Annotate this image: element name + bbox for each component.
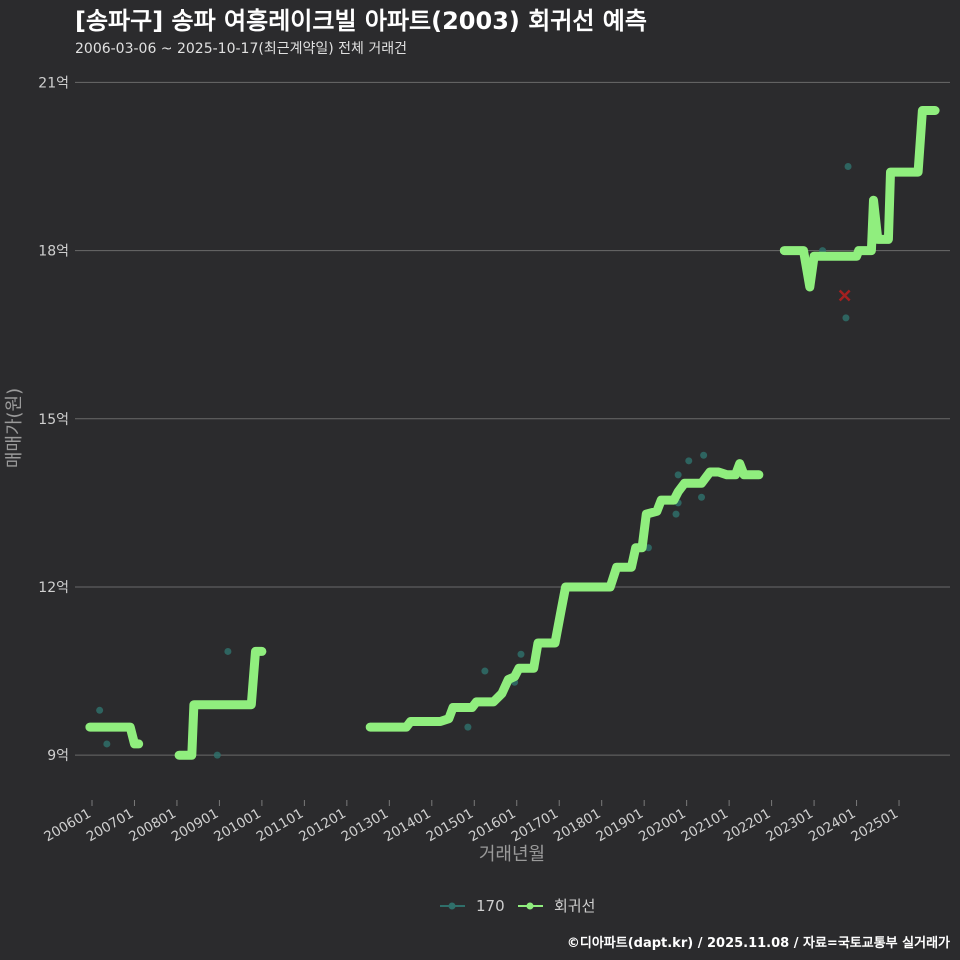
y-tick-label: 15억 <box>38 412 69 428</box>
x-tick-label: 202501 <box>848 806 901 846</box>
scatter-point <box>672 510 680 518</box>
y-gridlines <box>75 81 950 756</box>
x-tick-label: 200901 <box>169 806 222 846</box>
x-tick-label: 202101 <box>678 806 731 846</box>
x-tick-label: 200601 <box>41 806 94 846</box>
x-tick-label: 201001 <box>211 806 264 846</box>
x-tick-label: 202401 <box>806 806 859 846</box>
chart-title: [송파구] 송파 여흥레이크빌 아파트(2003) 회귀선 예측 <box>75 7 647 35</box>
x-tick-label: 202301 <box>763 806 816 846</box>
regression-segment <box>174 646 267 760</box>
x-tick-label: 201301 <box>339 806 392 846</box>
legend: 170 회귀선 <box>440 897 595 915</box>
scatter-point <box>481 667 489 675</box>
predicted-point <box>838 289 851 302</box>
regression-line <box>85 106 940 760</box>
x-tick-label: 201901 <box>594 806 647 846</box>
x-tick-labels: 2006012007012008012009012010012011012012… <box>41 800 901 845</box>
legend-regression-swatch-dot <box>526 902 534 910</box>
legend-label-170: 170 <box>476 897 505 915</box>
legend-scatter-swatch-dot <box>448 902 456 910</box>
x-tick-label: 200801 <box>126 806 179 846</box>
scatter-point <box>842 314 850 322</box>
scatter-point <box>674 471 682 479</box>
scatter-point <box>213 751 221 759</box>
x-tick-label: 201201 <box>296 806 349 846</box>
x-tick-label: 201401 <box>381 806 434 846</box>
x-tick-label: 202201 <box>721 806 774 846</box>
scatter-point <box>224 647 232 655</box>
x-tick-label: 201501 <box>424 806 477 846</box>
chart-subtitle: 2006-03-06 ~ 2025-10-17(최근계약일) 전체 거래건 <box>75 41 407 57</box>
x-tick-label: 201101 <box>254 806 307 846</box>
scatter-point <box>517 650 525 658</box>
y-tick-label: 12억 <box>38 580 69 596</box>
footer-credit: ©디아파트(dapt.kr) / 2025.11.08 / 자료=국토교통부 실… <box>567 935 950 951</box>
scatter-point <box>844 163 852 171</box>
x-tick-label: 201801 <box>551 806 604 846</box>
x-tick-label: 201601 <box>466 806 519 846</box>
scatter-point <box>685 457 693 465</box>
x-tick-label: 202001 <box>636 806 689 846</box>
scatter-point <box>464 723 472 731</box>
y-tick-label: 21억 <box>38 75 69 91</box>
legend-label-regression: 회귀선 <box>554 897 595 915</box>
scatter-point <box>96 706 104 714</box>
y-tick-labels: 9억 12억 15억 18억 21억 <box>38 75 69 764</box>
regression-segment <box>779 106 940 292</box>
x-tick-label: 200701 <box>84 806 137 846</box>
scatter-point <box>700 451 708 459</box>
regression-segment <box>365 459 764 732</box>
y-axis-title: 매매가(원) <box>4 388 25 468</box>
predicted-marker <box>838 289 851 302</box>
y-tick-label: 9억 <box>47 748 69 764</box>
x-axis-title: 거래년월 <box>479 844 545 865</box>
regression-segment <box>85 722 144 749</box>
scatter-point <box>698 493 706 501</box>
x-tick-label: 201701 <box>509 806 562 846</box>
scatter-point <box>103 740 111 748</box>
y-tick-label: 18억 <box>38 244 69 260</box>
